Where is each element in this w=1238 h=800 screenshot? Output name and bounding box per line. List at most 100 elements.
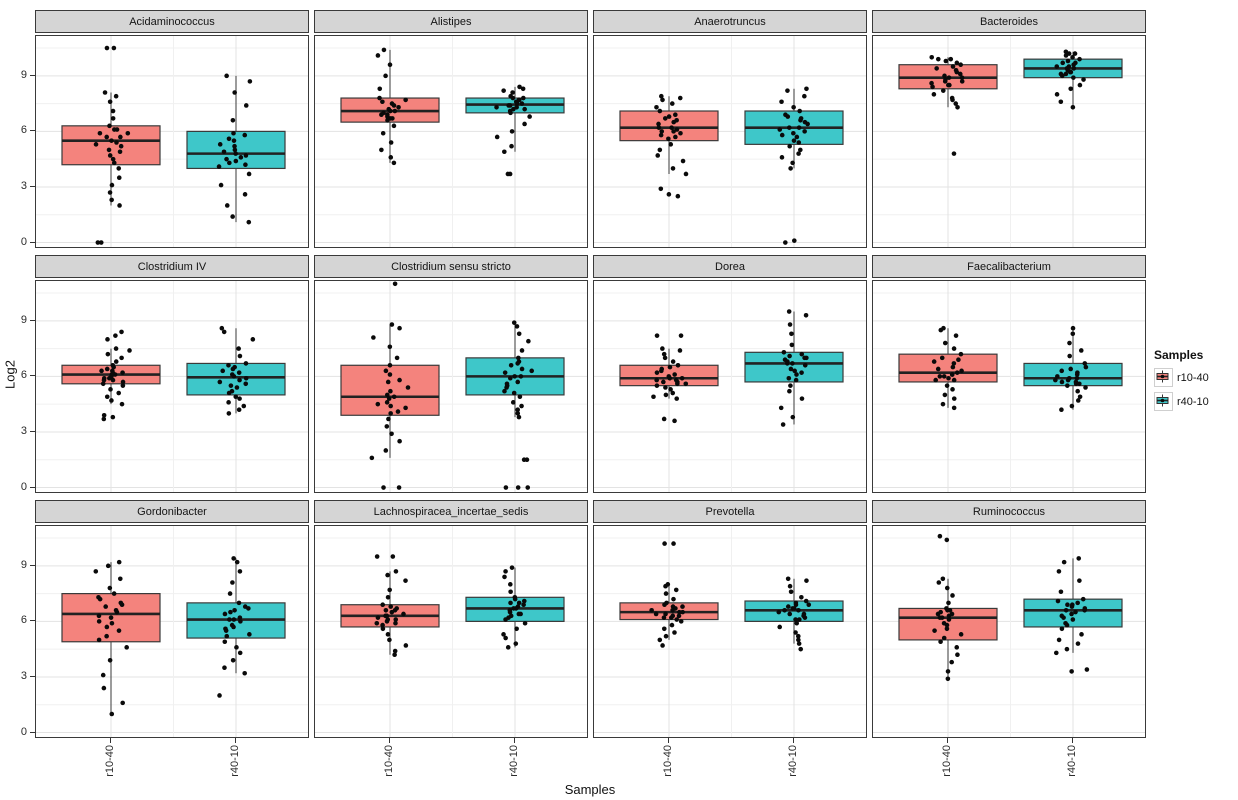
x-tick-label: r40-10 bbox=[229, 745, 241, 777]
y-tick bbox=[30, 242, 35, 243]
boxplot-r10-40 bbox=[619, 96, 719, 174]
y-tick-label: 9 bbox=[20, 69, 27, 81]
facet-plot bbox=[315, 36, 587, 247]
boxplot-r40-10 bbox=[186, 558, 286, 674]
boxplot-r10-40 bbox=[619, 584, 719, 640]
jitter-points-r40-10 bbox=[1053, 556, 1090, 674]
facet-plot bbox=[36, 526, 308, 737]
x-tick bbox=[947, 738, 948, 743]
y-tick bbox=[30, 676, 35, 677]
boxplot-r10-40 bbox=[619, 348, 719, 399]
x-tick-label: r10-40 bbox=[104, 745, 116, 777]
facet-panel bbox=[314, 35, 588, 248]
legend-title: Samples bbox=[1154, 348, 1204, 362]
facet-panel bbox=[593, 35, 867, 248]
x-tick-label: r40-10 bbox=[508, 745, 520, 777]
x-tick bbox=[514, 738, 515, 743]
y-tick-label: 3 bbox=[20, 670, 27, 682]
legend-label: r10-40 bbox=[1177, 371, 1209, 384]
y-tick bbox=[30, 732, 35, 733]
jitter-points-r40-10 bbox=[1053, 325, 1089, 413]
jitter-points-r40-10 bbox=[502, 320, 535, 490]
facet-panel bbox=[872, 525, 1146, 738]
legend-item: r10-40 bbox=[1154, 368, 1238, 387]
jitter-points-r40-10 bbox=[777, 86, 810, 245]
jitter-points-r40-10 bbox=[494, 84, 532, 177]
legend-items: r10-40 r40-10 bbox=[1154, 368, 1238, 411]
y-tick-label: 0 bbox=[20, 726, 27, 738]
y-tick-label: 9 bbox=[20, 559, 27, 571]
legend-key-boxplot-glyph bbox=[1154, 368, 1173, 387]
x-tick bbox=[110, 738, 111, 743]
boxplot-r40-10 bbox=[186, 328, 286, 414]
jitter-points-r40-10 bbox=[501, 565, 528, 650]
y-tick-label: 0 bbox=[20, 481, 27, 493]
jitter-points-r10-40 bbox=[99, 329, 132, 422]
x-tick-label: r40-10 bbox=[787, 745, 799, 777]
facet-plot bbox=[594, 36, 866, 247]
facet-panel bbox=[35, 525, 309, 738]
x-tick-label: r10-40 bbox=[662, 745, 674, 777]
y-tick-label: 0 bbox=[20, 236, 27, 248]
y-tick bbox=[30, 75, 35, 76]
y-tick-label: 6 bbox=[20, 369, 27, 381]
boxplot-r10-40 bbox=[898, 328, 998, 408]
y-tick-label: 3 bbox=[20, 180, 27, 192]
x-tick bbox=[1072, 738, 1073, 743]
facet-panel bbox=[314, 280, 588, 493]
facet-plot bbox=[594, 281, 866, 492]
x-tick bbox=[668, 738, 669, 743]
facet-strip-title: Clostridium sensu stricto bbox=[314, 255, 588, 278]
facet-panel bbox=[872, 35, 1146, 248]
legend-item: r40-10 bbox=[1154, 392, 1238, 411]
boxplot-r40-10 bbox=[465, 86, 565, 152]
y-tick-label: 9 bbox=[20, 314, 27, 326]
jitter-points-r10-40 bbox=[654, 93, 689, 199]
boxplot-r40-10 bbox=[744, 311, 844, 425]
boxplot-r10-40 bbox=[898, 57, 998, 108]
facet-plot bbox=[315, 281, 587, 492]
x-tick bbox=[793, 738, 794, 743]
facet-panel bbox=[593, 525, 867, 738]
facet-panel bbox=[314, 525, 588, 738]
jitter-points-r40-10 bbox=[216, 73, 253, 225]
y-tick bbox=[30, 375, 35, 376]
boxplot-r10-40 bbox=[61, 562, 161, 714]
facet-plot bbox=[594, 526, 866, 737]
y-tick bbox=[30, 487, 35, 488]
jitter-points-r10-40 bbox=[93, 45, 131, 245]
jitter-points-r10-40 bbox=[932, 533, 964, 682]
facet-plot bbox=[873, 526, 1145, 737]
facet-plot bbox=[36, 281, 308, 492]
facet-panel bbox=[593, 280, 867, 493]
facet-plot bbox=[873, 281, 1145, 492]
y-tick bbox=[30, 320, 35, 321]
facet-strip-title: Clostridium IV bbox=[35, 255, 309, 278]
legend-key-boxplot-glyph bbox=[1154, 392, 1173, 411]
y-tick bbox=[30, 620, 35, 621]
legend: Samples r10-40 r40-10 bbox=[1154, 348, 1238, 416]
jitter-points-r40-10 bbox=[1054, 49, 1086, 110]
x-tick bbox=[235, 738, 236, 743]
x-tick-label: r40-10 bbox=[1066, 745, 1078, 777]
jitter-points-r10-40 bbox=[369, 281, 411, 490]
y-tick bbox=[30, 431, 35, 432]
jitter-points-r40-10 bbox=[217, 556, 252, 698]
x-tick-label: r10-40 bbox=[383, 745, 395, 777]
x-tick-label: r10-40 bbox=[941, 745, 953, 777]
jitter-points-r10-40 bbox=[649, 541, 685, 648]
y-tick bbox=[30, 565, 35, 566]
legend-label: r40-10 bbox=[1177, 395, 1209, 408]
x-axis-title: Samples bbox=[564, 782, 616, 797]
jitter-points-r10-40 bbox=[931, 325, 964, 411]
jitter-points-r40-10 bbox=[217, 325, 256, 416]
jitter-points-r10-40 bbox=[651, 333, 689, 424]
facet-plot bbox=[873, 36, 1145, 247]
y-tick-label: 6 bbox=[20, 614, 27, 626]
facet-plot bbox=[315, 526, 587, 737]
jitter-points-r40-10 bbox=[778, 309, 809, 427]
facet-plot bbox=[36, 36, 308, 247]
facet-panel bbox=[35, 35, 309, 248]
facet-strip-title: Bacteroides bbox=[872, 10, 1146, 33]
